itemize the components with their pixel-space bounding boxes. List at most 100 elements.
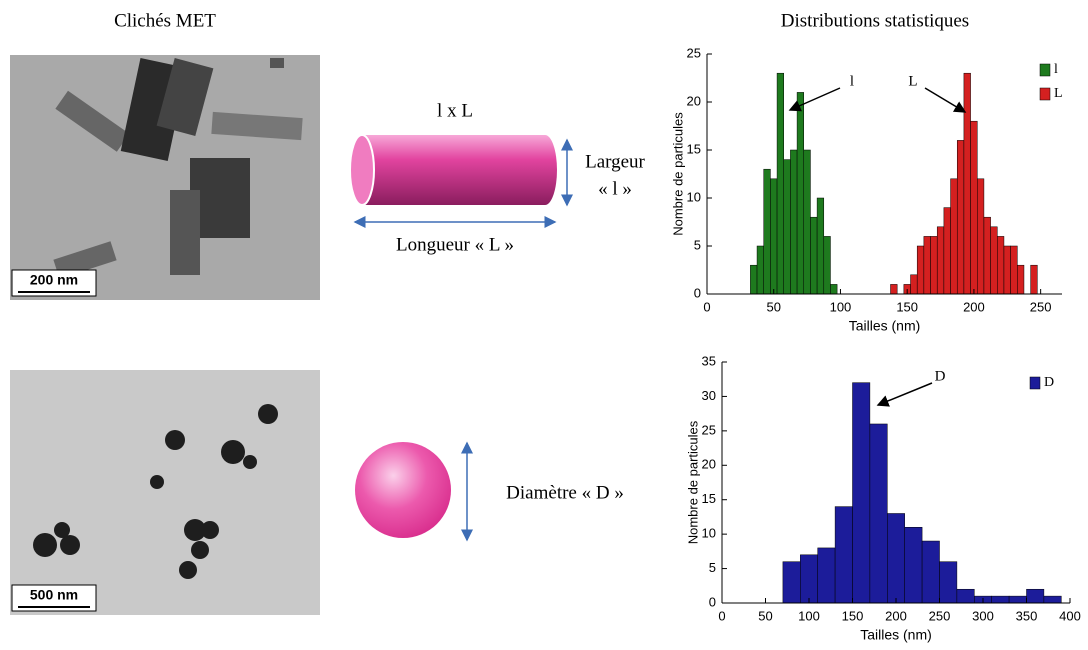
- y-tick-label: 10: [702, 526, 716, 541]
- x-tick-label: 50: [766, 299, 780, 314]
- y-tick-label: 0: [709, 594, 716, 609]
- bar: [783, 159, 791, 295]
- width-symbol: « l »: [598, 178, 632, 199]
- bar: [1017, 264, 1025, 295]
- bar: [887, 513, 905, 604]
- bar: [770, 178, 778, 295]
- x-tick-label: 150: [842, 608, 864, 623]
- right-title: Distributions statistiques: [781, 10, 969, 31]
- bar: [782, 561, 801, 604]
- bar: [796, 92, 805, 295]
- scale-bar-label: 500 nm: [30, 587, 78, 603]
- annotation-arrow: [788, 87, 841, 112]
- bar: [904, 527, 923, 604]
- bar: [1003, 245, 1011, 295]
- y-tick-label: 5: [694, 237, 701, 252]
- y-tick-label: 25: [687, 45, 701, 60]
- x-tick-label: 150: [896, 299, 918, 314]
- x-tick-label: 0: [703, 299, 710, 314]
- bar: [923, 236, 931, 295]
- y-tick-label: 0: [694, 285, 701, 300]
- bar: [936, 226, 945, 295]
- bar: [830, 284, 838, 295]
- x-tick-label: 250: [1030, 299, 1052, 314]
- legend-label: D: [1044, 375, 1054, 390]
- bar: [852, 382, 871, 604]
- bar: [997, 236, 1005, 295]
- y-tick-label: 10: [687, 189, 701, 204]
- x-tick-label: 100: [798, 608, 820, 623]
- bar: [963, 72, 971, 295]
- left-title: Clichés MET: [114, 10, 216, 31]
- bar: [970, 120, 978, 295]
- bar: [990, 226, 998, 295]
- bar: [910, 274, 918, 295]
- annotation-arrow: [876, 382, 933, 407]
- bar: [776, 72, 784, 295]
- x-tick-label: 0: [718, 608, 725, 623]
- legend-swatch: [1029, 376, 1041, 390]
- bar: [921, 540, 940, 604]
- y-axis-label: Nombre de particules: [670, 112, 685, 236]
- bar: [916, 245, 925, 295]
- bar: [1043, 595, 1062, 604]
- sphere-diagram: Diamètre « D »: [355, 441, 624, 542]
- bar: [1010, 245, 1018, 295]
- bar: [991, 595, 1010, 604]
- bar: [890, 284, 898, 295]
- annotation: l: [850, 73, 854, 89]
- bar: [956, 140, 965, 295]
- bar: [1008, 595, 1027, 604]
- y-axis-label: Nombre de particules: [685, 420, 700, 544]
- x-tick-label: 200: [963, 299, 985, 314]
- x-tick-label: 50: [758, 608, 772, 623]
- y-tick-label: 15: [687, 141, 701, 156]
- x-tick-label: 400: [1059, 608, 1081, 623]
- y-tick-label: 5: [709, 560, 716, 575]
- x-tick-label: 300: [972, 608, 994, 623]
- x-axis-label: Tailles (nm): [849, 318, 921, 334]
- bar: [790, 149, 798, 295]
- annotation-arrow: [924, 87, 967, 113]
- bar: [800, 554, 818, 604]
- y-tick-label: 15: [702, 491, 716, 506]
- bar: [750, 264, 758, 295]
- bar: [1030, 264, 1038, 295]
- y-tick-label: 25: [702, 422, 716, 437]
- tem-image-spheres: 500 nm: [10, 370, 320, 615]
- annotation: D: [935, 368, 946, 384]
- bar: [977, 178, 985, 295]
- diameter-label: Diamètre « D »: [506, 482, 624, 503]
- x-tick-label: 100: [830, 299, 852, 314]
- bar: [763, 168, 771, 295]
- bar: [930, 236, 938, 295]
- bar: [869, 423, 888, 604]
- x-tick-label: 350: [1016, 608, 1038, 623]
- bar: [823, 236, 831, 295]
- width-label: Largeur: [585, 151, 645, 172]
- bar: [956, 588, 975, 604]
- bar: [1026, 588, 1045, 604]
- bar: [756, 245, 764, 295]
- bar: [834, 506, 853, 604]
- annotation: L: [908, 73, 917, 89]
- x-tick-label: 250: [929, 608, 951, 623]
- bar: [943, 207, 951, 295]
- bar: [810, 216, 818, 295]
- legend-label: L: [1054, 86, 1063, 101]
- bar: [803, 149, 811, 295]
- bar: [983, 216, 991, 295]
- bar: [950, 178, 958, 295]
- length-label: Longueur « L »: [396, 234, 514, 255]
- tem-image-rods: 200 nm: [10, 55, 320, 300]
- legend-swatch: [1039, 87, 1051, 101]
- rod-dims: l x L: [437, 100, 473, 121]
- bar: [816, 197, 825, 295]
- x-axis-label: Tailles (nm): [860, 627, 932, 643]
- y-tick-label: 20: [687, 93, 701, 108]
- legend-label: l: [1054, 62, 1058, 77]
- bar: [939, 561, 958, 604]
- y-tick-label: 30: [702, 388, 716, 403]
- rod-diagram: l x L Largeur « l » Longueur « L »: [349, 100, 646, 255]
